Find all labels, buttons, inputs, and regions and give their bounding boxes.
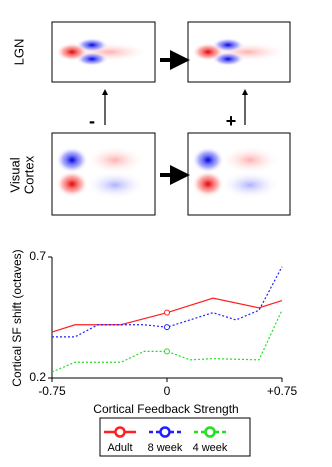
highlight-point xyxy=(164,348,170,355)
legend-marker xyxy=(114,426,126,438)
series-line xyxy=(51,309,283,373)
minus-label: - xyxy=(89,111,95,131)
cortex-panel xyxy=(51,132,156,216)
cortex-label: Visual xyxy=(7,157,22,192)
x-tick-label: 0 xyxy=(164,384,171,398)
legend-label: 4 week xyxy=(193,442,228,454)
cortex-label: Cortex xyxy=(21,155,36,194)
highlight-point xyxy=(164,324,170,331)
y-axis-label: Cortical SF shift (octaves) xyxy=(10,249,24,386)
x-axis-label: Cortical Feedback Strength xyxy=(93,402,238,416)
y-tick-label: 0.7 xyxy=(29,249,46,263)
x-tick-label: +0.75 xyxy=(267,384,298,398)
cortex-panel xyxy=(187,132,291,216)
legend-label: 8 week xyxy=(148,442,183,454)
x-tick-label: -0.75 xyxy=(38,384,66,398)
lgn-panel xyxy=(51,21,156,83)
legend-label: Adult xyxy=(107,442,132,454)
legend-marker xyxy=(204,426,216,438)
legend xyxy=(99,417,251,457)
lgn-label: LGN xyxy=(11,39,26,66)
plus-label: + xyxy=(226,111,237,131)
lgn-panel xyxy=(187,21,291,83)
highlight-point xyxy=(164,309,170,316)
y-tick-label: 0.2 xyxy=(29,370,46,384)
legend-marker xyxy=(159,426,171,438)
